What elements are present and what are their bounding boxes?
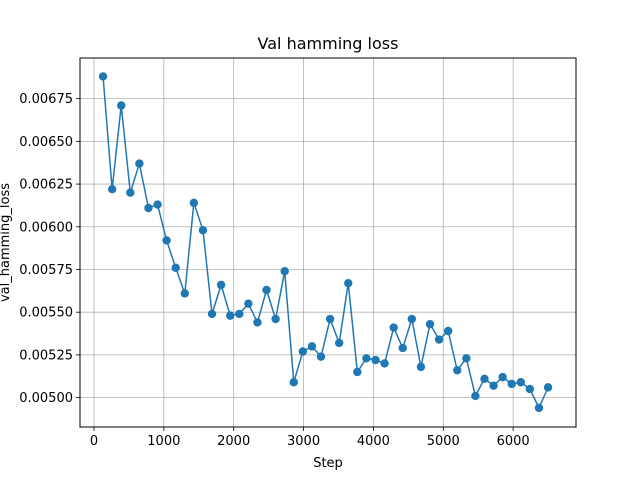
x-tick-label: 5000 — [427, 434, 460, 449]
x-tick-label: 3000 — [287, 434, 320, 449]
data-point — [380, 359, 389, 368]
data-point — [453, 366, 462, 375]
data-point — [525, 384, 535, 394]
x-tick-label: 4000 — [357, 434, 390, 449]
y-tick-label: 0.00675 — [19, 92, 73, 107]
data-point — [207, 309, 217, 319]
data-point — [135, 159, 144, 168]
data-point — [271, 314, 280, 324]
data-point — [180, 289, 189, 298]
data-point — [344, 278, 353, 288]
data-point — [371, 355, 380, 365]
x-tick-label: 6000 — [497, 434, 530, 449]
y-axis: 0.00500 0.00525 0.00550 0.00575 0.00600 0.006… — [19, 92, 80, 406]
data-point — [153, 200, 162, 209]
series-line — [102, 76, 549, 409]
data-point — [198, 226, 208, 235]
y-tick-label: 0.00525 — [19, 348, 73, 363]
data-point — [489, 381, 498, 390]
y-tick-label: 0.00650 — [19, 135, 73, 150]
data-point — [443, 326, 453, 336]
data-point — [498, 372, 507, 382]
plot-frame — [79, 57, 577, 428]
data-point — [117, 101, 126, 110]
data-point — [316, 352, 326, 361]
data-point — [389, 323, 398, 332]
data-point — [516, 378, 526, 387]
x-axis-label: Step — [313, 456, 343, 471]
y-tick-label: 0.00625 — [19, 178, 73, 193]
data-point — [280, 267, 289, 276]
x-tick-label: 2000 — [217, 434, 250, 449]
data-point — [325, 314, 335, 324]
plot-background — [80, 58, 576, 427]
data-point — [398, 343, 407, 353]
data-point — [462, 354, 471, 363]
y-tick-label: 0.00550 — [19, 306, 73, 321]
data-point — [353, 367, 362, 377]
data-point — [226, 311, 235, 320]
data-point — [126, 188, 135, 197]
y-tick-label: 0.00500 — [19, 391, 73, 406]
series — [98, 72, 553, 413]
data-point — [98, 72, 108, 81]
data-point — [334, 338, 344, 348]
data-point — [543, 383, 553, 392]
data-point — [416, 362, 426, 372]
x-tick-label: 0 — [90, 434, 98, 449]
data-point — [216, 280, 226, 290]
data-point — [362, 354, 371, 363]
data-point — [534, 403, 544, 413]
data-point — [507, 379, 516, 389]
data-point — [107, 185, 117, 194]
data-point — [407, 314, 417, 324]
grid — [80, 58, 576, 427]
data-point — [298, 347, 308, 356]
data-point — [253, 318, 262, 327]
y-tick-label: 0.00575 — [19, 263, 73, 278]
y-tick-label: 0.00600 — [19, 220, 73, 235]
data-point — [480, 374, 489, 384]
y-axis-label: val_hamming_loss — [0, 183, 13, 302]
x-axis: 0 1000 2000 3000 4000 5000 6000 — [90, 427, 530, 449]
data-point — [235, 309, 244, 319]
data-point — [244, 299, 253, 308]
data-point — [162, 236, 171, 245]
data-point — [144, 203, 153, 213]
chart-title: Val hamming loss — [258, 34, 399, 53]
data-point — [171, 263, 180, 272]
x-tick-label: 1000 — [147, 434, 180, 449]
data-point — [189, 198, 199, 208]
data-point — [289, 378, 298, 387]
data-point — [262, 285, 271, 295]
data-point — [471, 391, 480, 401]
data-point — [434, 335, 444, 344]
data-point — [425, 319, 435, 329]
data-point — [307, 342, 317, 351]
